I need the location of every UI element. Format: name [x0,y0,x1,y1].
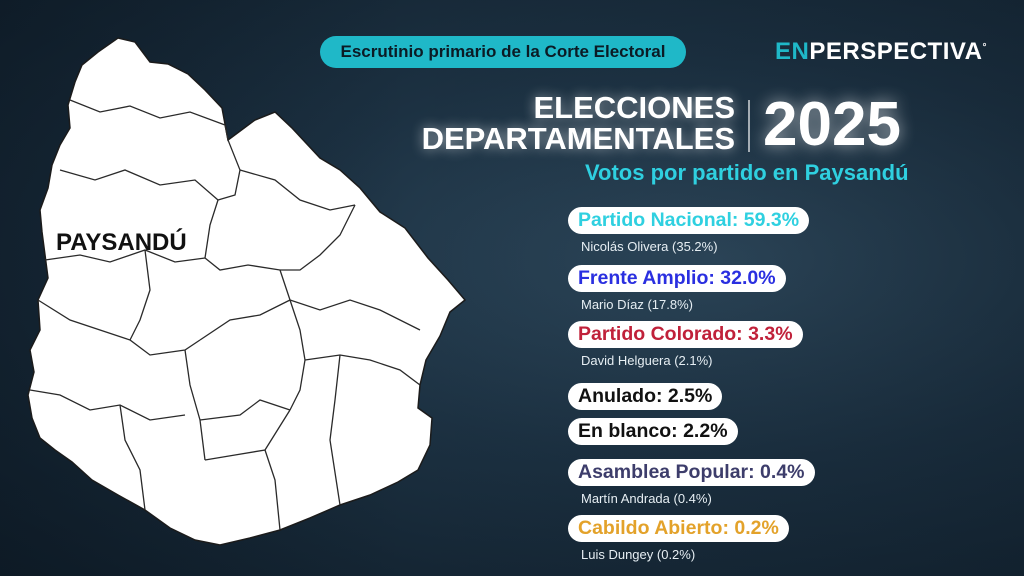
candidate-label: Luis Dungey (0.2%) [581,547,696,562]
subtitle: Votos por partido en Paysandú [585,160,909,185]
result-label: En blanco: 2.2% [568,418,738,445]
source-label: Escrutinio primario de la Corte Electora… [340,42,666,61]
result-asamblea-popular: Asamblea Popular: 0.4% Martín Andrada (0… [568,459,815,506]
candidate-label: David Helguera (2.1%) [581,353,713,368]
title-line1: ELECCIONES [533,90,735,125]
uruguay-map [27,37,467,546]
paysandu-map-label: PAYSANDÚ [56,229,187,256]
result-label: Cabildo Abierto: 0.2% [568,515,789,542]
result-cabildo-abierto: Cabildo Abierto: 0.2% Luis Dungey (0.2%) [568,515,789,562]
candidate-label: Martín Andrada (0.4%) [581,491,712,506]
result-anulado: Anulado: 2.5% [568,383,723,410]
result-partido-colorado: Partido Colorado: 3.3% David Helguera (2… [568,321,803,368]
result-en-blanco: En blanco: 2.2% [568,418,738,445]
result-frente-amplio: Frente Amplio: 32.0% Mario Díaz (17.8%) [568,265,786,312]
result-partido-nacional: Partido Nacional: 59.3% Nicolás Olivera … [568,207,810,254]
uruguay-outline [27,37,467,546]
candidate-label: Nicolás Olivera (35.2%) [581,239,718,254]
logo-mark: ° [982,42,987,53]
title-line2: DEPARTAMENTALES [421,121,735,156]
result-label: Partido Nacional: 59.3% [568,207,810,234]
title-block: ELECCIONES DEPARTAMENTALES 2025 [422,90,910,162]
source-pill: Escrutinio primario de la Corte Electora… [320,36,686,68]
result-label: Anulado: 2.5% [568,383,723,410]
candidate-label: Mario Díaz (17.8%) [581,297,693,312]
result-label: Partido Colorado: 3.3% [568,321,803,348]
logo-en: EN [775,38,810,65]
title-year: 2025 [763,90,901,159]
title-divider [748,100,750,152]
department-borders [29,99,421,531]
result-label: Asamblea Popular: 0.4% [568,459,815,486]
title-words: ELECCIONES DEPARTAMENTALES [422,92,735,154]
result-label: Frente Amplio: 32.0% [568,265,786,292]
brand-logo: ENPERSPECTIVA° [775,38,987,66]
logo-rest: PERSPECTIVA [809,38,983,65]
